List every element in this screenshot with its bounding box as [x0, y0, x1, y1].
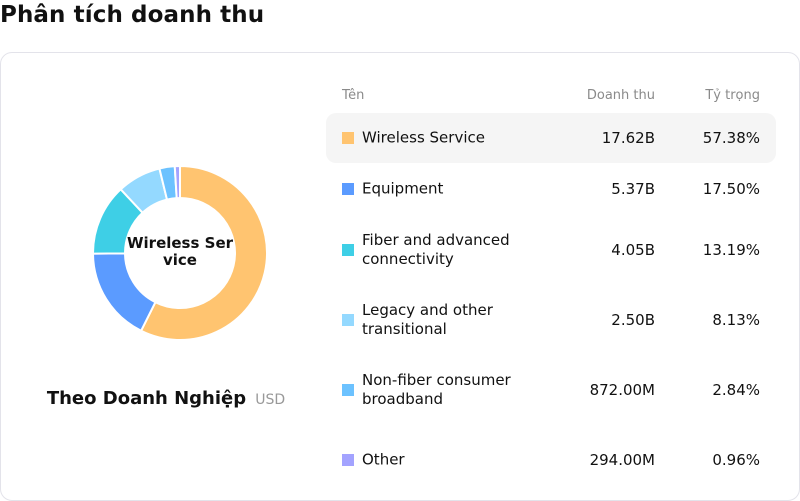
row-name: Non-fiber consumer broadband [362, 371, 511, 408]
row-name: Wireless Service [362, 128, 485, 147]
header-revenue: Doanh thu [586, 88, 655, 103]
row-share: 0.96% [712, 451, 760, 469]
table-row-legacy-and-other-transitional[interactable]: Legacy and other transitional 2.50B 8.13… [326, 285, 776, 355]
legend-swatch-icon [342, 314, 354, 326]
row-revenue: 17.62B [601, 129, 655, 147]
row-name: Legacy and other transitional [362, 301, 493, 338]
legend-swatch-icon [342, 183, 354, 195]
row-share: 8.13% [712, 311, 760, 329]
row-name: Fiber and advanced connectivity [362, 231, 510, 268]
row-revenue: 872.00M [589, 381, 655, 399]
table-row-fiber-and-advanced-connectivity[interactable]: Fiber and advanced connectivity 4.05B 13… [326, 215, 776, 285]
legend-swatch-icon [342, 132, 354, 144]
header-name: Tên [342, 88, 365, 103]
header-share: Tỷ trọng [705, 88, 760, 103]
donut-segment-wireless-service[interactable] [139, 165, 267, 341]
donut-svg[interactable] [93, 165, 267, 341]
row-name: Other [362, 450, 405, 469]
legend-swatch-icon [342, 454, 354, 466]
table-header: Tên Doanh thu Tỷ trọng [326, 83, 776, 113]
row-revenue: 5.37B [611, 180, 655, 198]
table-row-wireless-service[interactable]: Wireless Service 17.62B 57.38% [326, 113, 776, 163]
donut-segment-other[interactable] [173, 165, 181, 200]
legend-swatch-icon [342, 244, 354, 256]
currency-unit: USD [255, 392, 286, 408]
row-share: 13.19% [702, 241, 760, 259]
row-name: Equipment [362, 179, 444, 198]
legend-swatch-icon [342, 384, 354, 396]
table-row-other[interactable]: Other 294.00M 0.96% [326, 425, 776, 495]
row-revenue: 294.00M [589, 451, 655, 469]
donut-center-label: Wireless Service [126, 234, 234, 269]
chart-caption: Theo Doanh Nghiệp USD [1, 388, 331, 409]
breakdown-table: Tên Doanh thu Tỷ trọng Wireless Service … [326, 83, 776, 495]
table-row-non-fiber-consumer-broadband[interactable]: Non-fiber consumer broadband 872.00M 2.8… [326, 355, 776, 425]
row-share: 57.38% [702, 129, 760, 147]
page-title: Phân tích doanh thu [0, 2, 265, 28]
row-share: 17.50% [702, 180, 760, 198]
revenue-card: Wireless Service Theo Doanh Nghiệp USD T… [0, 52, 800, 501]
caption-title: Theo Doanh Nghiệp [46, 388, 247, 409]
table-row-equipment[interactable]: Equipment 5.37B 17.50% [326, 163, 776, 215]
row-share: 2.84% [712, 381, 760, 399]
donut-chart[interactable]: Wireless Service [93, 165, 267, 341]
row-revenue: 4.05B [611, 241, 655, 259]
row-revenue: 2.50B [611, 311, 655, 329]
